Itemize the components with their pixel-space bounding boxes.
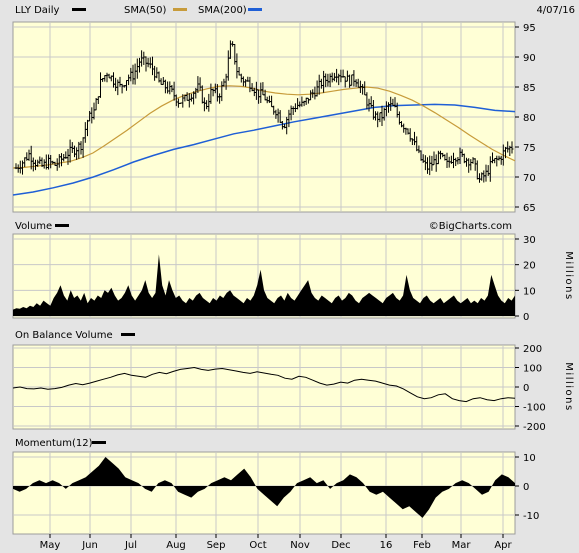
volume-legend-swatch — [55, 224, 69, 227]
y-tick-label: -10 — [523, 511, 539, 522]
y-tick-label: 0 — [523, 482, 529, 493]
obv-legend-swatch — [121, 333, 135, 336]
y-tick-label: -100 — [523, 403, 546, 414]
obv-unit: Millions — [563, 362, 574, 411]
price-grid — [13, 22, 515, 212]
y-tick-label: 30 — [523, 235, 536, 246]
x-tick-label: Dec — [331, 540, 350, 551]
price-legend: LLY Daily SMA(50) SMA(200) 4/07/16 — [15, 5, 575, 16]
x-tick-label: Nov — [290, 540, 310, 551]
y-tick-label: 200 — [523, 344, 542, 355]
volume-area — [13, 254, 515, 316]
momentum-title: Momentum(12) — [15, 438, 93, 449]
momentum-area — [13, 457, 515, 518]
y-tick-label: 85 — [523, 83, 536, 94]
volume-unit: Millions — [563, 251, 574, 300]
x-tick-label: Apr — [494, 540, 512, 551]
watermark: ©BigCharts.com — [429, 221, 512, 232]
price-legend-swatch — [72, 8, 86, 11]
obv-y-axis: -200 -100 0 100 200 — [13, 344, 546, 433]
x-tick-label: Sep — [207, 540, 226, 551]
y-tick-label: 90 — [523, 53, 536, 64]
sma200-label: SMA(200) — [198, 5, 247, 16]
x-tick-label: Feb — [413, 540, 431, 551]
price-panel: 65 70 75 80 85 90 95 — [12, 21, 536, 214]
x-tick-label: 16 — [380, 540, 393, 551]
momentum-panel: Momentum(12) -10 0 10 — [12, 438, 539, 535]
obv-line — [12, 366, 516, 403]
obv-title: On Balance Volume — [15, 330, 113, 341]
price-y-axis: 65 70 75 80 85 90 95 — [515, 23, 536, 214]
x-tick-label: Jun — [81, 540, 98, 551]
sma200-line — [12, 103, 516, 196]
sma200-legend-swatch — [248, 8, 262, 11]
y-tick-label: 10 — [523, 453, 536, 464]
obv-panel: On Balance Volume -200 -100 0 100 200 Millio… — [12, 330, 574, 433]
momentum-legend-swatch — [92, 441, 106, 444]
symbol-label: LLY Daily — [15, 5, 59, 16]
sma50-path — [12, 85, 516, 169]
volume-title: Volume — [15, 221, 52, 232]
y-tick-label: 20 — [523, 261, 536, 272]
y-tick-label: 100 — [523, 364, 542, 375]
y-tick-label: 0 — [523, 383, 529, 394]
x-tick-label: Jul — [124, 540, 137, 551]
y-tick-label: 10 — [523, 286, 536, 297]
chart-date: 4/07/16 — [536, 5, 575, 16]
y-tick-label: 70 — [523, 173, 536, 184]
volume-panel: Volume ©BigCharts.com 0 10 20 30 Millions — [12, 221, 574, 323]
y-tick-label: 0 — [523, 312, 529, 323]
x-tick-label: Aug — [166, 540, 186, 551]
y-tick-label: 80 — [523, 113, 536, 124]
y-tick-label: 75 — [523, 143, 536, 154]
y-tick-label: 95 — [523, 23, 536, 34]
y-tick-label: 65 — [523, 203, 536, 214]
x-tick-label: Mar — [452, 540, 472, 551]
sma50-legend-swatch — [173, 8, 187, 11]
sma50-label: SMA(50) — [124, 5, 166, 16]
x-tick-label: May — [40, 540, 61, 551]
x-axis: May Jun Jul Aug Sep Oct Nov Dec 16 Feb Mar Apr — [40, 534, 513, 551]
x-tick-label: Oct — [249, 540, 266, 551]
ohlc-bars — [14, 40, 514, 183]
y-tick-label: -200 — [523, 422, 546, 433]
sma200-path — [12, 103, 516, 196]
sma50-line — [12, 85, 516, 169]
